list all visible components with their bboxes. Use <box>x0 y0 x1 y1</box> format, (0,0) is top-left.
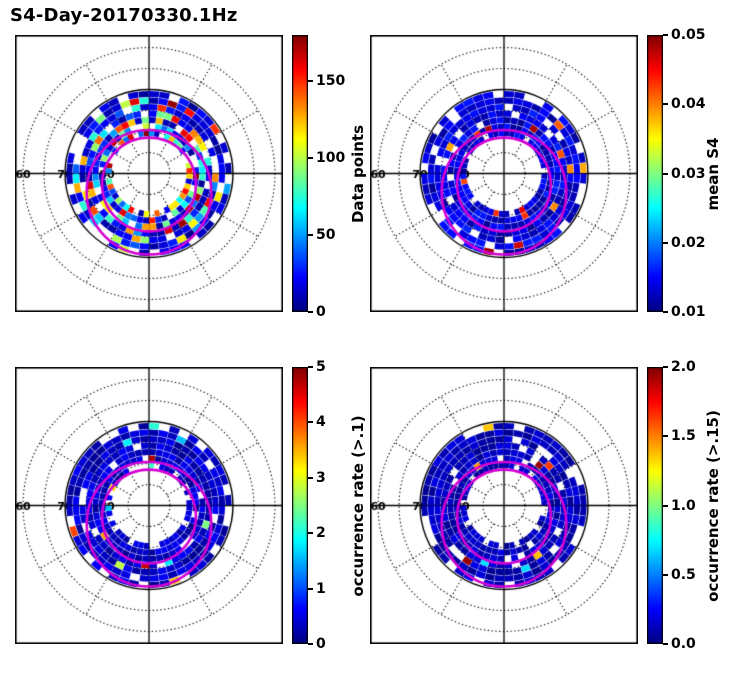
colorbar-tick-label: 50 <box>316 227 336 244</box>
polar-plot-canvas <box>370 35 638 312</box>
colorbar-tick <box>663 435 668 438</box>
colorbar-tick <box>663 504 668 507</box>
colorbar-tick-label: 3 <box>316 469 326 486</box>
colorbar-tick <box>308 80 313 83</box>
colorbar-tick <box>308 234 313 237</box>
colorbar-tick-label: 0.02 <box>671 234 706 251</box>
panel-mean-s4: 0.01 0.02 0.03 0.04 0.05 mean S4 <box>370 27 730 320</box>
colorbar-tick-label: 2 <box>316 525 326 542</box>
colorbar-axis-label: occurrence rate (>.15) <box>704 409 722 602</box>
colorbar-axis-label: Data points <box>349 124 367 223</box>
colorbar-tick <box>663 573 668 576</box>
colorbar-tick-label: 100 <box>316 150 346 167</box>
panel-occurrence-rate-gt-0-1: 0 1 2 3 4 5 occurrence rate (>.1) <box>15 359 375 652</box>
colorbar-tick-label: 0.5 <box>671 566 696 583</box>
colorbar-tick <box>663 241 668 244</box>
colorbar-tick-label: 1 <box>316 580 326 597</box>
colorbar-tick-label: 0.0 <box>671 636 696 652</box>
colorbar-tick <box>663 366 668 368</box>
colorbar-tick-label: 4 <box>316 414 326 431</box>
colorbar-tick <box>308 532 313 535</box>
colorbar-tick-label: 0.05 <box>671 27 706 43</box>
panel-occurrence-rate-gt-0-15: 0.0 0.5 1.0 1.5 2.0 occurrence rate (>.15) <box>370 359 730 652</box>
colorbar-tick <box>308 366 313 368</box>
polar-plot-canvas <box>370 367 638 644</box>
colorbar-tick <box>663 34 668 36</box>
colorbar-axis-label: occurrence rate (>.1) <box>349 414 367 597</box>
colorbar-canvas <box>647 367 663 644</box>
colorbar-canvas <box>292 367 308 644</box>
colorbar-tick-label: 5 <box>316 359 326 375</box>
colorbar-tick-label: 1.0 <box>671 497 696 514</box>
colorbar-tick <box>663 311 668 313</box>
colorbar-tick-label: 0 <box>316 636 326 652</box>
colorbar-tick <box>308 311 313 313</box>
colorbar-axis-label: mean S4 <box>704 136 722 211</box>
polar-plot-canvas <box>15 367 283 644</box>
panel-data-points: 0 50 100 150 Data points <box>15 35 375 320</box>
colorbar-tick <box>308 643 313 645</box>
colorbar-tick-label: 1.5 <box>671 428 696 445</box>
colorbar-tick <box>308 587 313 590</box>
figure-title: S4-Day-20170330.1Hz <box>10 5 238 26</box>
colorbar-tick <box>308 476 313 479</box>
colorbar-tick-label: 0.03 <box>671 165 706 182</box>
colorbar-tick <box>308 157 313 160</box>
colorbar-tick <box>308 421 313 424</box>
colorbar-tick-label: 0 <box>316 304 326 320</box>
colorbar-canvas <box>292 35 308 312</box>
colorbar-tick-label: 0.04 <box>671 96 706 113</box>
colorbar-tick-label: 2.0 <box>671 359 696 375</box>
colorbar-tick <box>663 172 668 175</box>
colorbar-tick <box>663 643 668 645</box>
colorbar-tick-label: 150 <box>316 73 346 90</box>
colorbar-canvas <box>647 35 663 312</box>
colorbar-tick <box>663 103 668 106</box>
polar-plot-canvas <box>15 35 283 312</box>
colorbar-tick-label: 0.01 <box>671 304 706 320</box>
